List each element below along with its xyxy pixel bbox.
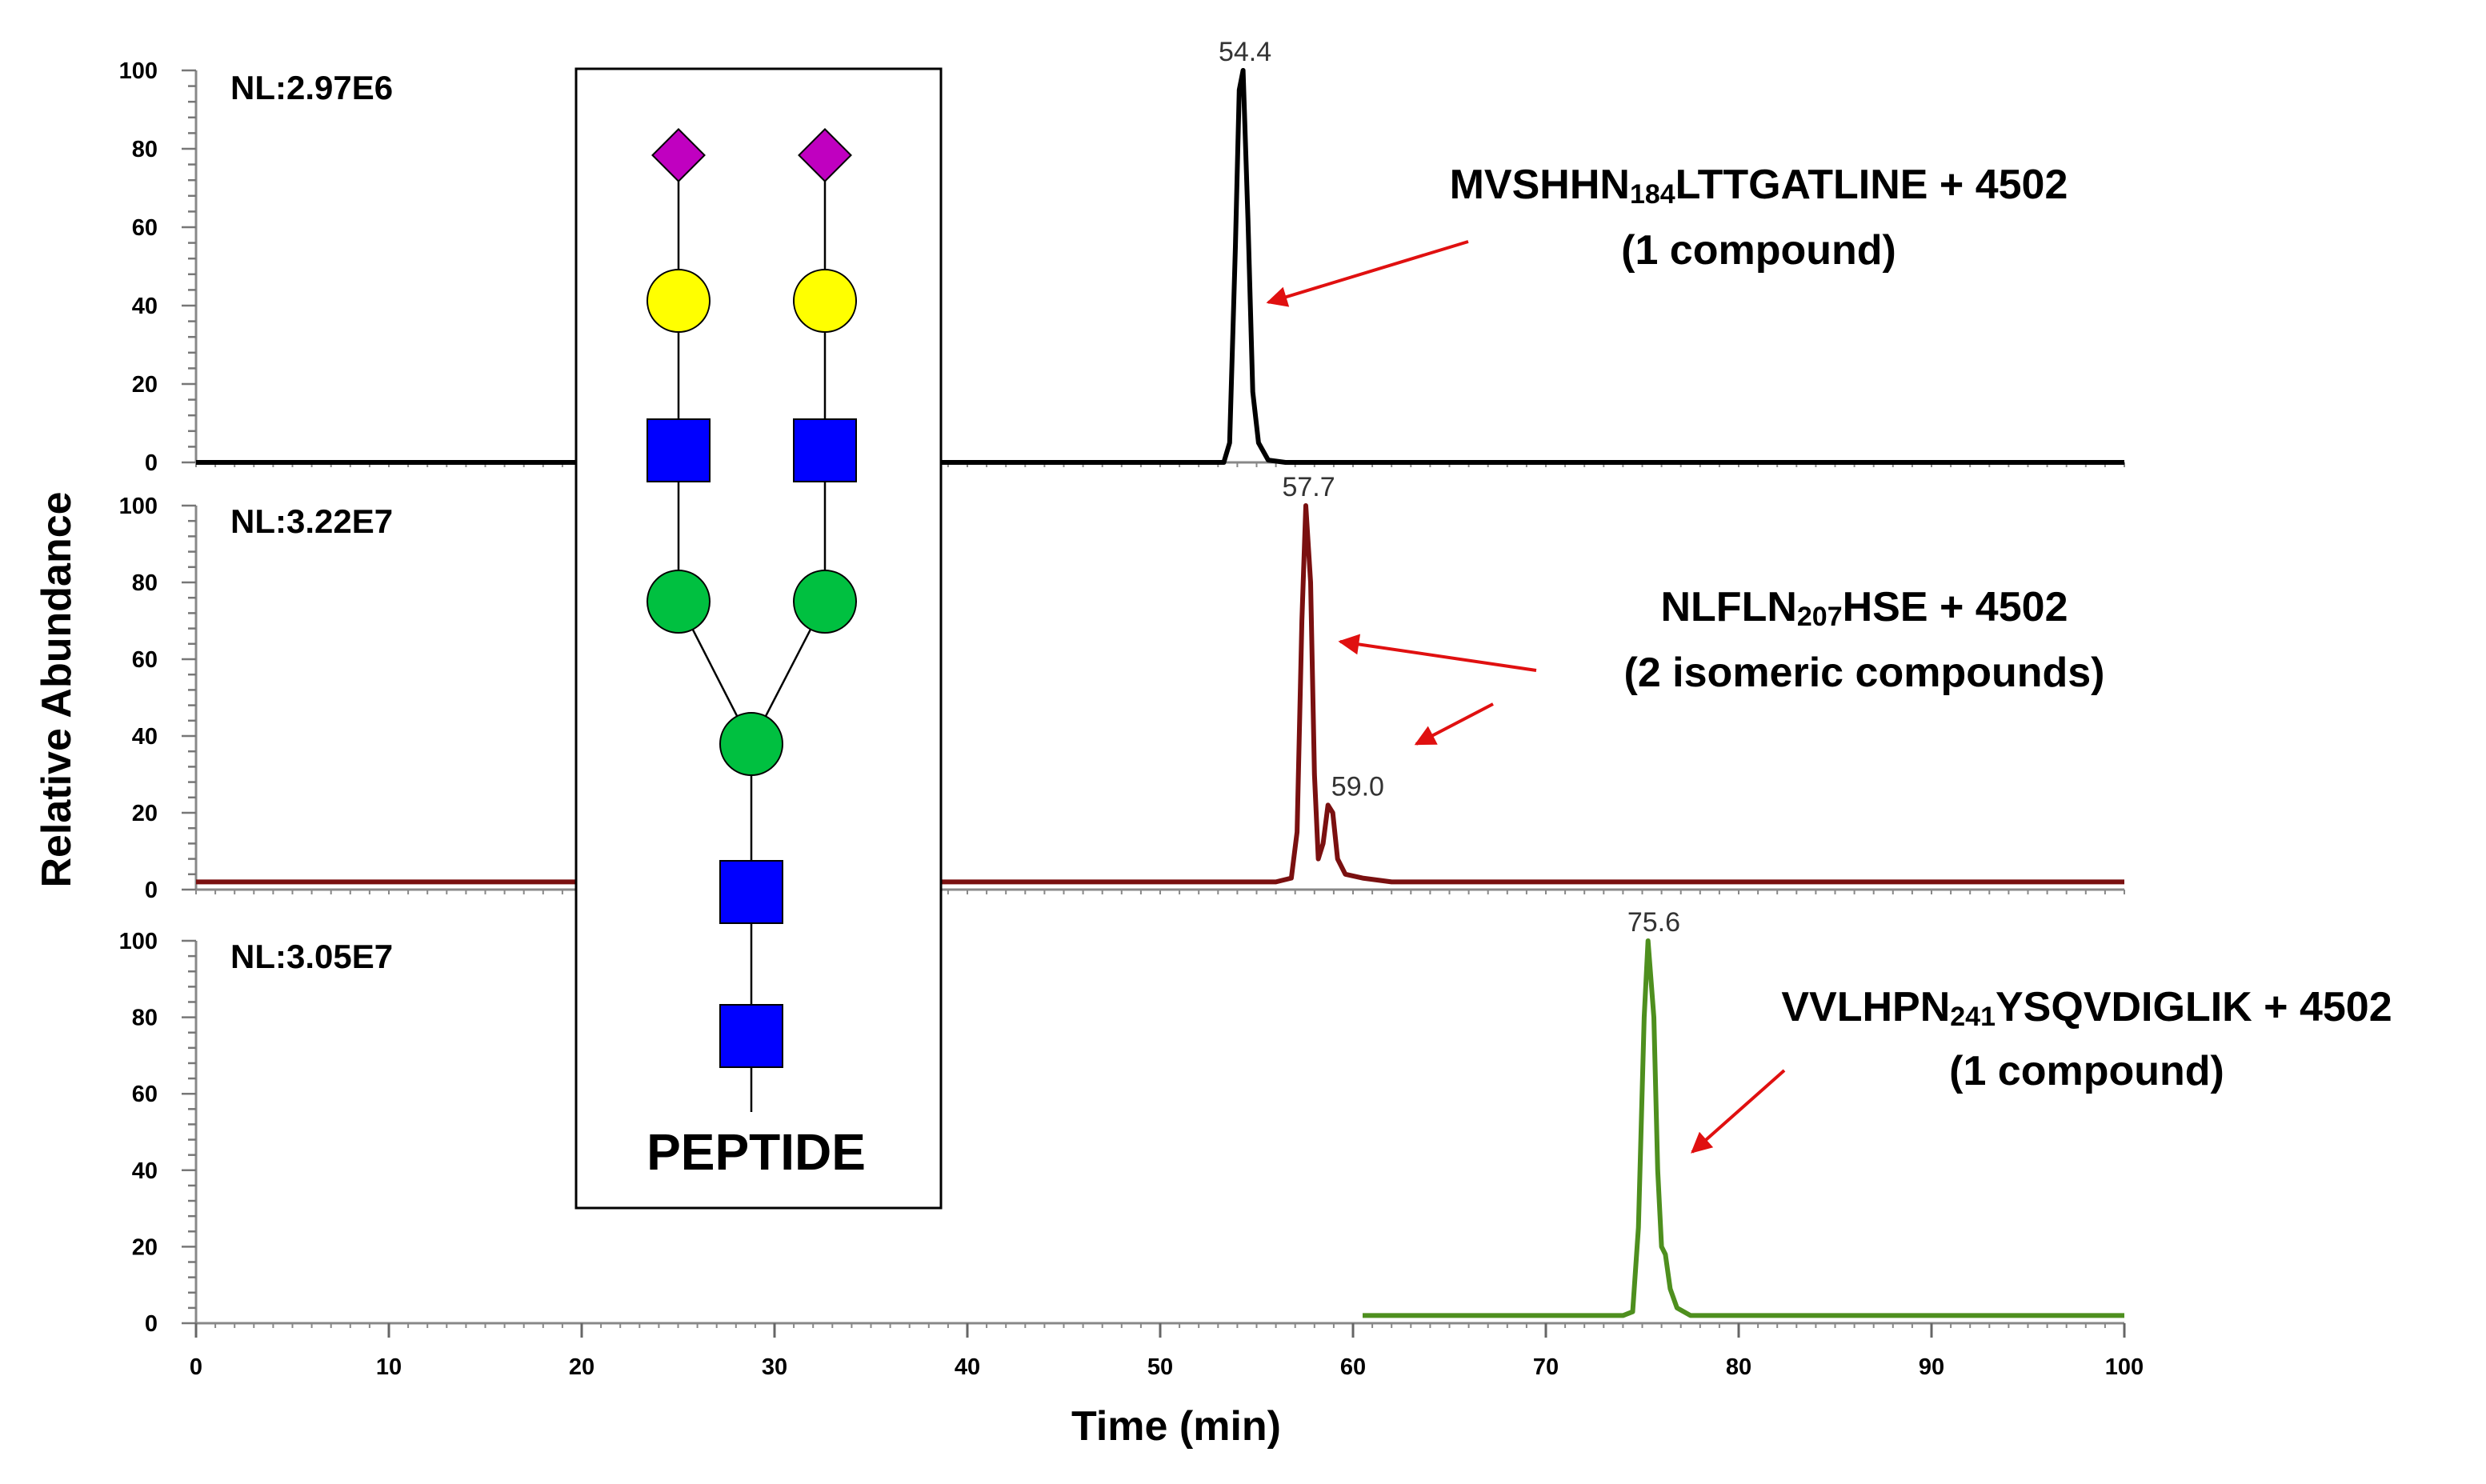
nl-label-panel1: NL:2.97E6 bbox=[230, 69, 393, 106]
plot-layer: 02040608010054.402040608010057.759.00204… bbox=[119, 37, 2144, 1380]
mannose-circle-right bbox=[793, 570, 857, 634]
annotation-panel3-line1: VVLHPN241YSQVDIGLIK + 4502 bbox=[1781, 984, 2392, 1032]
glcnac-square-right bbox=[793, 418, 857, 482]
peak-label: 75.6 bbox=[1627, 907, 1680, 938]
y-tick-label: 40 bbox=[132, 724, 158, 750]
galactose-circle-left bbox=[647, 269, 711, 333]
x-tick-label: 60 bbox=[1340, 1354, 1366, 1380]
y-tick-label: 40 bbox=[132, 294, 158, 319]
nl-label-panel2: NL:3.22E7 bbox=[230, 502, 393, 540]
trace-1 bbox=[196, 68, 2124, 465]
glcnac-square-core-2 bbox=[719, 1004, 783, 1068]
annotation-panel1-line1: MVSHHN184LTTGATLINE + 4502 bbox=[1450, 162, 2068, 210]
neu5ac-diamond-right bbox=[798, 128, 852, 182]
y-axis-title: Relative Abundance bbox=[34, 491, 80, 887]
y-tick-label: 20 bbox=[132, 1234, 158, 1260]
x-tick-label: 10 bbox=[376, 1354, 402, 1380]
glcnac-square-core-1 bbox=[719, 860, 783, 924]
arrow-panel3 bbox=[1691, 1069, 1786, 1154]
peak-label: 57.7 bbox=[1282, 472, 1335, 502]
annotation-arrows bbox=[1266, 240, 1786, 1154]
mannose-circle-core bbox=[719, 712, 783, 776]
x-tick-label: 90 bbox=[1919, 1354, 1944, 1380]
x-tick-label: 70 bbox=[1533, 1354, 1559, 1380]
x-tick-label: 80 bbox=[1726, 1354, 1751, 1380]
peptide-label: PEPTIDE bbox=[647, 1123, 866, 1181]
y-tick-label: 0 bbox=[145, 1311, 158, 1337]
annotation-panel1-line2: (1 compound) bbox=[1621, 227, 1896, 274]
x-tick-label: 30 bbox=[762, 1354, 787, 1380]
x-tick-label: 100 bbox=[2105, 1354, 2144, 1380]
nl-label-panel3: NL:3.05E7 bbox=[230, 938, 393, 975]
x-tick-label: 50 bbox=[1147, 1354, 1173, 1380]
annotation-panel2-line2: (2 isomeric compounds) bbox=[1624, 650, 2105, 696]
y-tick-label: 20 bbox=[132, 801, 158, 826]
glcnac-square-left bbox=[647, 418, 711, 482]
neu5ac-diamond-left bbox=[651, 128, 706, 182]
y-tick-label: 100 bbox=[119, 494, 158, 519]
arrow-panel1 bbox=[1266, 240, 1469, 307]
y-tick-label: 80 bbox=[132, 1006, 158, 1031]
x-axis-title: Time (min) bbox=[1071, 1403, 1281, 1450]
y-tick-label: 20 bbox=[132, 372, 158, 398]
y-tick-label: 80 bbox=[132, 137, 158, 162]
x-tick-label: 40 bbox=[955, 1354, 980, 1380]
y-tick-label: 60 bbox=[132, 215, 158, 241]
trace-2 bbox=[196, 503, 2124, 885]
y-tick-label: 60 bbox=[132, 647, 158, 673]
y-tick-label: 100 bbox=[119, 929, 158, 954]
y-tick-label: 60 bbox=[132, 1082, 158, 1107]
glycan-structure: PEPTIDE bbox=[574, 67, 943, 1210]
mannose-circle-left bbox=[647, 570, 711, 634]
peak-label: 54.4 bbox=[1219, 37, 1271, 67]
galactose-circle-right bbox=[793, 269, 857, 333]
peak-label: 59.0 bbox=[1331, 771, 1384, 802]
arrow-panel2-main bbox=[1338, 634, 1537, 672]
y-tick-label: 0 bbox=[145, 450, 158, 476]
annotation-panel2-line1: NLFLN207HSE + 4502 bbox=[1660, 584, 2068, 632]
y-tick-label: 40 bbox=[132, 1158, 158, 1184]
y-tick-label: 80 bbox=[132, 570, 158, 596]
y-tick-label: 100 bbox=[119, 58, 158, 84]
x-tick-label: 0 bbox=[190, 1354, 202, 1380]
annotation-panel3-line2: (1 compound) bbox=[1949, 1048, 2224, 1094]
y-tick-label: 0 bbox=[145, 878, 158, 903]
x-tick-label: 20 bbox=[569, 1354, 594, 1380]
arrow-panel2-minor bbox=[1414, 702, 1494, 746]
trace-3 bbox=[1363, 938, 2124, 1318]
